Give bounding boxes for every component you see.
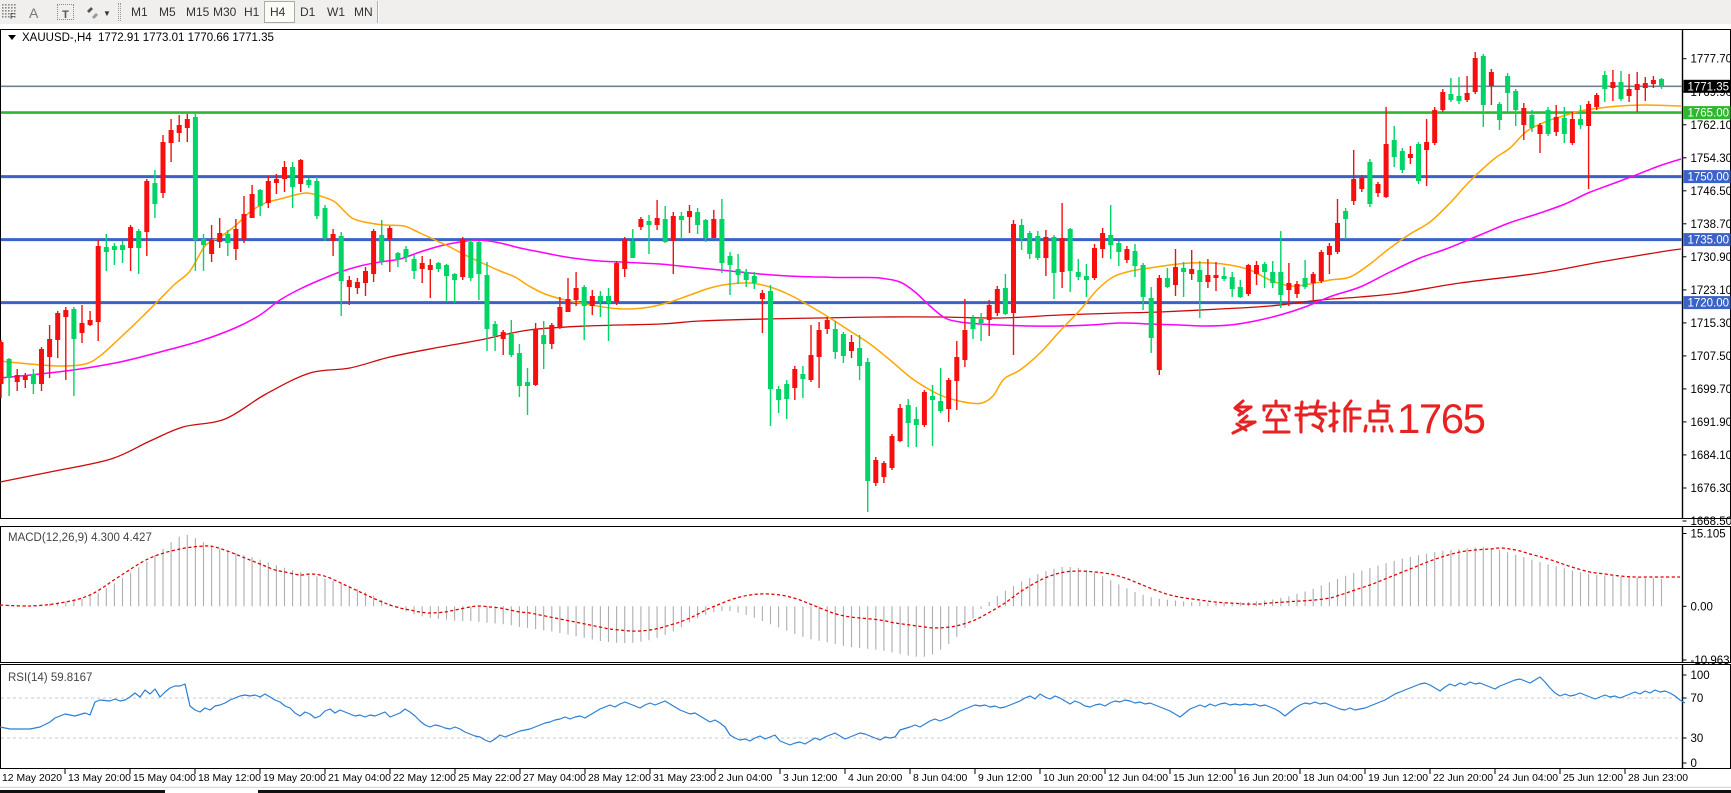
svg-text:13 May 20:00: 13 May 20:00: [68, 773, 131, 784]
svg-text:16 Jun 20:00: 16 Jun 20:00: [1238, 773, 1298, 784]
svg-text:-10.963: -10.963: [1691, 655, 1730, 667]
svg-text:1735.00: 1735.00: [1688, 235, 1730, 247]
svg-text:1715.30: 1715.30: [1691, 318, 1731, 330]
svg-text:100: 100: [1691, 670, 1710, 682]
svg-text:28 Jun 23:00: 28 Jun 23:00: [1628, 773, 1688, 784]
svg-text:1771.35: 1771.35: [1688, 81, 1730, 93]
svg-text:19 May 20:00: 19 May 20:00: [263, 773, 326, 784]
svg-text:1723.10: 1723.10: [1691, 285, 1731, 297]
svg-text:1750.00: 1750.00: [1688, 172, 1730, 184]
svg-text:19 Jun 12:00: 19 Jun 12:00: [1368, 773, 1428, 784]
svg-text:1746.50: 1746.50: [1691, 186, 1731, 198]
svg-text:1691.90: 1691.90: [1691, 417, 1731, 429]
svg-text:1684.10: 1684.10: [1691, 450, 1731, 462]
svg-text:9 Jun 12:00: 9 Jun 12:00: [978, 773, 1033, 784]
svg-text:1762.10: 1762.10: [1691, 120, 1731, 132]
svg-text:1720.00: 1720.00: [1688, 298, 1730, 310]
svg-text:1765.00: 1765.00: [1688, 108, 1730, 120]
svg-text:8 Jun 04:00: 8 Jun 04:00: [913, 773, 968, 784]
svg-text:1765: 1765: [1397, 395, 1485, 442]
svg-text:10 Jun 20:00: 10 Jun 20:00: [1043, 773, 1103, 784]
svg-text:0: 0: [1691, 758, 1697, 770]
svg-text:3 Jun 12:00: 3 Jun 12:00: [783, 773, 838, 784]
svg-text:70: 70: [1691, 693, 1704, 705]
svg-text:28 May 12:00: 28 May 12:00: [588, 773, 651, 784]
svg-text:15 Jun 12:00: 15 Jun 12:00: [1173, 773, 1233, 784]
svg-text:4 Jun 20:00: 4 Jun 20:00: [848, 773, 903, 784]
svg-text:1699.70: 1699.70: [1691, 384, 1731, 396]
svg-text:1754.30: 1754.30: [1691, 153, 1731, 165]
svg-text:12 Jun 04:00: 12 Jun 04:00: [1108, 773, 1168, 784]
svg-text:12 May 2020: 12 May 2020: [2, 773, 62, 784]
svg-text:18 Jun 04:00: 18 Jun 04:00: [1303, 773, 1363, 784]
svg-text:22 Jun 20:00: 22 Jun 20:00: [1433, 773, 1493, 784]
svg-text:25 May 22:00: 25 May 22:00: [458, 773, 521, 784]
svg-text:1730.90: 1730.90: [1691, 252, 1731, 264]
svg-text:15 May 04:00: 15 May 04:00: [133, 773, 196, 784]
svg-text:1777.70: 1777.70: [1691, 54, 1731, 66]
svg-text:MACD(12,26,9) 4.300 4.427: MACD(12,26,9) 4.300 4.427: [8, 532, 152, 544]
svg-text:RSI(14) 59.8167: RSI(14) 59.8167: [8, 672, 92, 684]
svg-text:30: 30: [1691, 733, 1704, 745]
svg-text:22 May 12:00: 22 May 12:00: [393, 773, 456, 784]
svg-text:F: F: [10, 12, 15, 20]
svg-text:15.105: 15.105: [1691, 529, 1726, 541]
svg-text:XAUUSD-,H4 1772.91 1773.01 17: XAUUSD-,H4 1772.91 1773.01 1770.66 1771.…: [22, 32, 274, 44]
svg-text:0.00: 0.00: [1691, 601, 1713, 613]
svg-text:25 Jun 12:00: 25 Jun 12:00: [1563, 773, 1623, 784]
svg-text:1707.50: 1707.50: [1691, 351, 1731, 363]
svg-text:1676.30: 1676.30: [1691, 483, 1731, 495]
svg-text:24 Jun 04:00: 24 Jun 04:00: [1498, 773, 1558, 784]
svg-text:27 May 04:00: 27 May 04:00: [523, 773, 586, 784]
svg-text:31 May 23:00: 31 May 23:00: [653, 773, 716, 784]
svg-text:18 May 12:00: 18 May 12:00: [198, 773, 261, 784]
svg-text:2 Jun 04:00: 2 Jun 04:00: [718, 773, 773, 784]
svg-text:1738.70: 1738.70: [1691, 219, 1731, 231]
svg-text:1668.50: 1668.50: [1691, 516, 1731, 528]
svg-text:21 May 04:00: 21 May 04:00: [328, 773, 391, 784]
